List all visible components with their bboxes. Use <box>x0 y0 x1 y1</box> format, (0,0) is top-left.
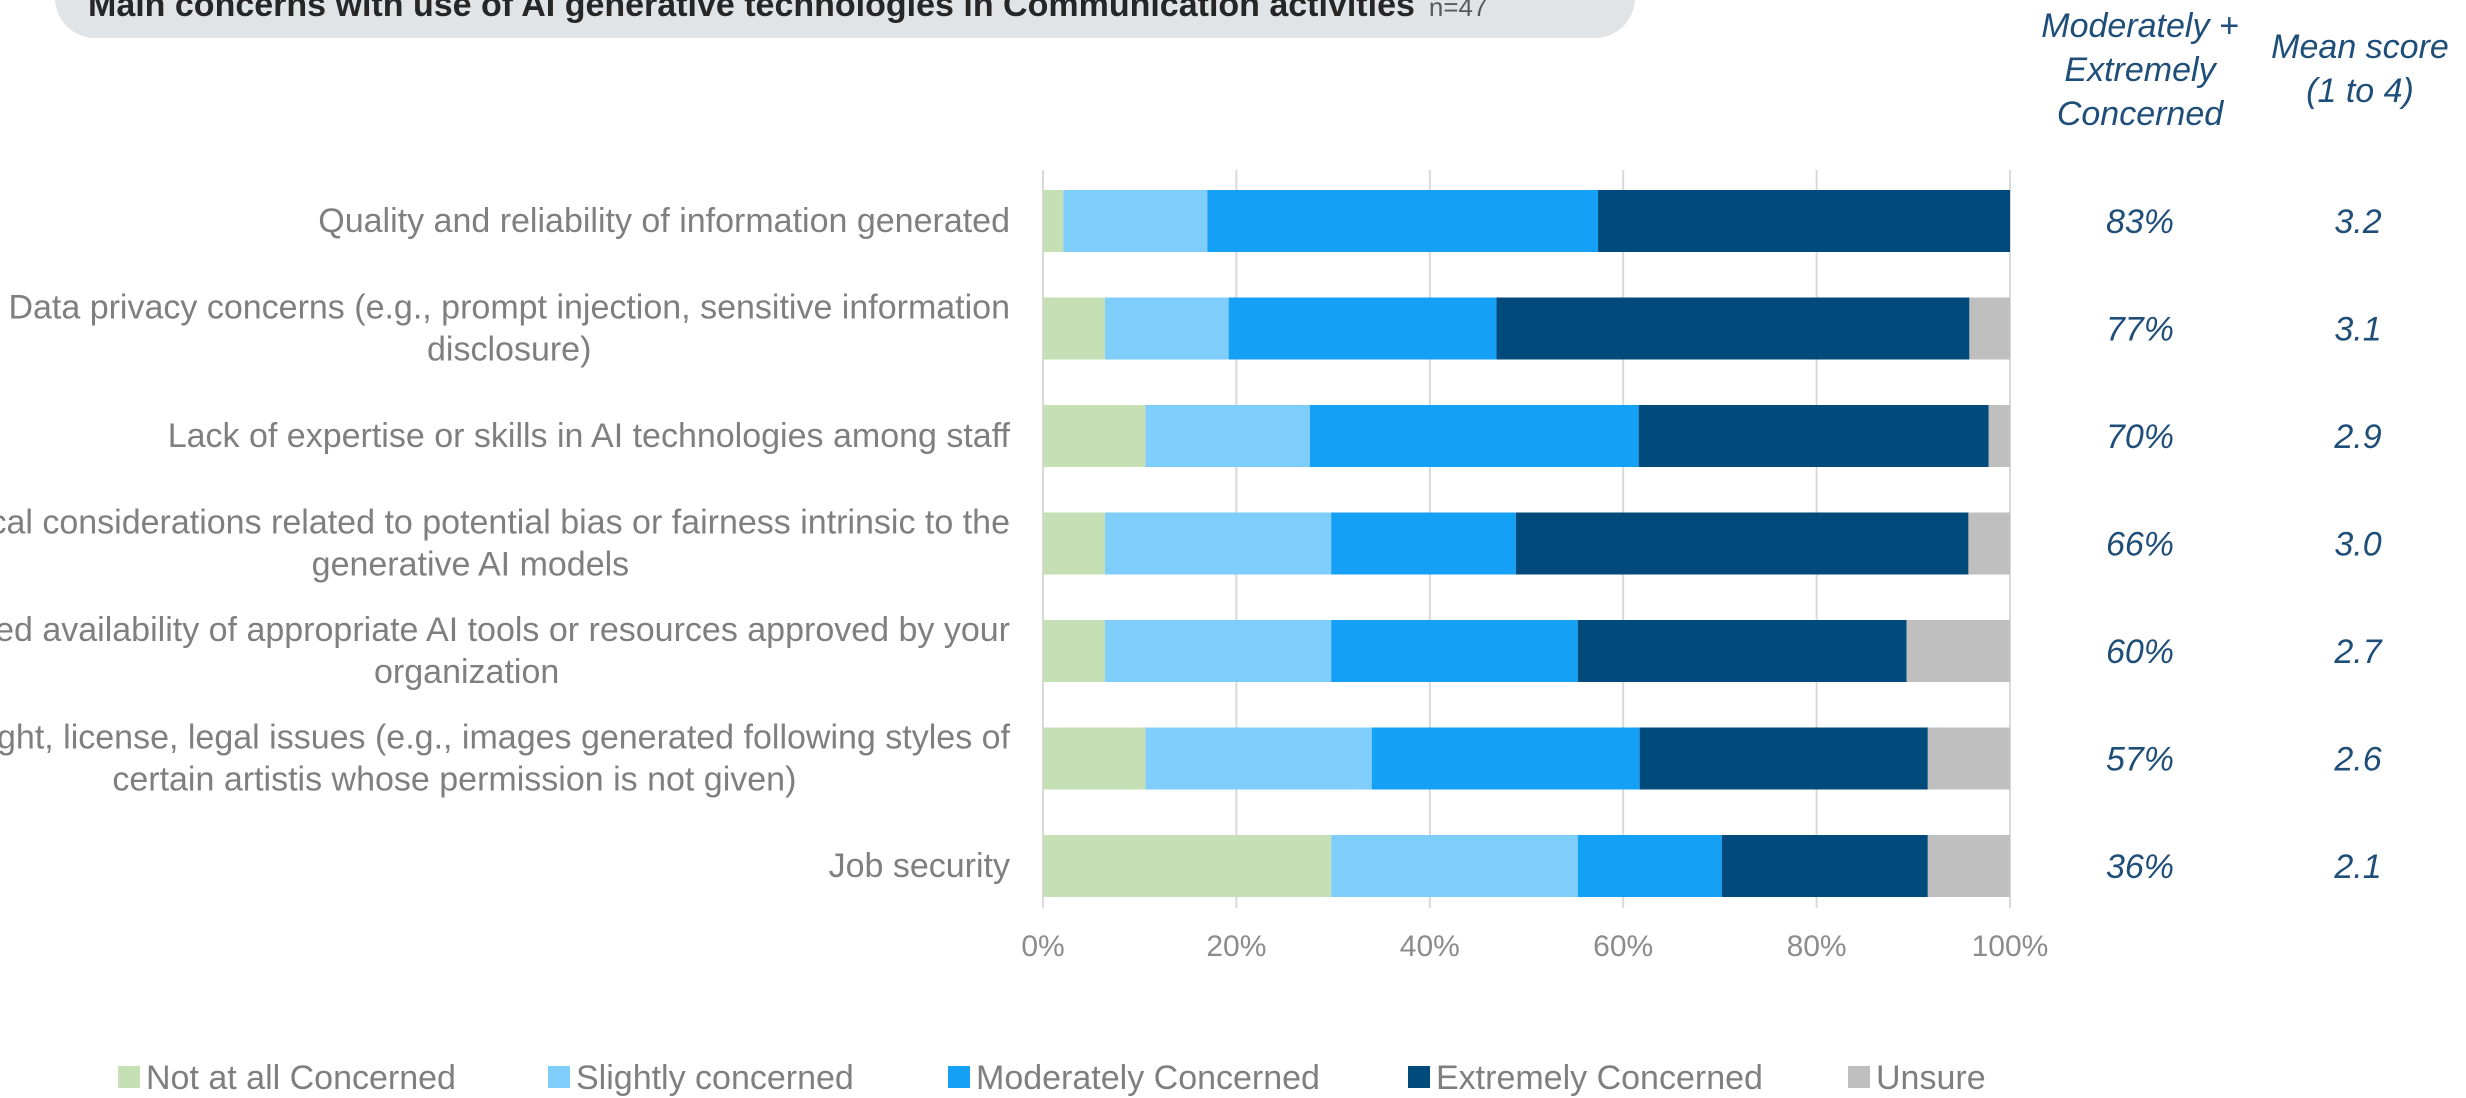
concerned-percent: 70% <box>2106 418 2174 456</box>
concerned-percent: 36% <box>2106 848 2174 886</box>
legend-label: Moderately Concerned <box>976 1059 1320 1097</box>
legend-label: Extremely Concerned <box>1436 1059 1763 1097</box>
chart-title-text: Main concerns with use of AI generative … <box>88 0 1415 24</box>
category-label: certain artistis whose permission is not… <box>112 761 796 799</box>
bar-segment-slightly-concerned <box>1104 297 1229 360</box>
mean-score: 3.0 <box>2334 526 2381 564</box>
bar-segment-moderately-concerned <box>1331 512 1516 575</box>
category-label: Limited availability of appropriate AI t… <box>0 611 1010 649</box>
bar-segment-slightly-concerned <box>1145 405 1310 467</box>
bar-segment-unsure <box>1968 512 2010 575</box>
bar-segment-moderately-concerned <box>1207 190 1599 252</box>
legend-swatch <box>948 1066 970 1089</box>
category-label: Data privacy concerns (e.g., prompt inje… <box>8 289 1010 327</box>
bar-segment-not-at-all-concerned <box>1043 835 1332 897</box>
column-header-mean-line: Mean score <box>2271 28 2449 66</box>
bar-segment-slightly-concerned <box>1145 727 1372 790</box>
bar-segment-extremely-concerned <box>1496 297 1970 360</box>
bar-segment-unsure <box>1927 835 2010 897</box>
bar-segment-extremely-concerned <box>1515 512 1969 575</box>
bar-segment-extremely-concerned <box>1721 835 1928 897</box>
legend-swatch <box>118 1066 140 1089</box>
legend-label: Unsure <box>1876 1059 1986 1097</box>
bar-segment-unsure <box>1906 620 2010 682</box>
title-bar <box>55 0 1635 38</box>
category-label: Quality and reliability of information g… <box>318 202 1010 240</box>
bar-segment-moderately-concerned <box>1228 297 1497 360</box>
bar-segment-extremely-concerned <box>1577 620 1907 682</box>
concerned-percent: 77% <box>2106 311 2174 349</box>
category-label: disclosure) <box>427 331 591 369</box>
column-header-mean: Mean score (1 to 4) <box>2250 25 2466 113</box>
bar-segment-extremely-concerned <box>1638 405 1989 467</box>
x-tick-label: 0% <box>1021 930 1064 963</box>
bar-segment-not-at-all-concerned <box>1043 297 1105 360</box>
bar-segment-moderately-concerned <box>1577 835 1722 897</box>
legend-item: Extremely Concerned <box>1408 1058 1763 1098</box>
bar-segment-moderately-concerned <box>1309 405 1639 467</box>
category-label: Job security <box>829 847 1010 885</box>
legend-item: Not at all Concerned <box>118 1058 456 1098</box>
bar-segment-unsure <box>1927 727 2010 790</box>
mean-score: 2.6 <box>2333 741 2381 779</box>
category-label: organization <box>374 653 559 691</box>
column-header-concerned-line: Concerned <box>2056 95 2224 133</box>
bar-segment-unsure <box>1988 405 2010 467</box>
legend-item: Moderately Concerned <box>948 1058 1320 1098</box>
category-label: Lack of expertise or skills in AI techno… <box>168 417 1011 455</box>
bar-segment-slightly-concerned <box>1063 190 1208 252</box>
bar-segment-not-at-all-concerned <box>1043 405 1146 467</box>
bar-segment-not-at-all-concerned <box>1043 620 1105 682</box>
x-tick-label: 80% <box>1787 930 1847 963</box>
mean-score: 2.9 <box>2333 418 2381 456</box>
sample-size-note: n=47 <box>1428 0 1488 22</box>
bar-segment-extremely-concerned <box>1598 190 2010 252</box>
bar-segment-moderately-concerned <box>1331 620 1578 682</box>
x-tick-label: 40% <box>1400 930 1460 963</box>
legend-swatch <box>1848 1066 1870 1089</box>
legend-label: Slightly concerned <box>576 1059 854 1097</box>
bar-segment-moderately-concerned <box>1371 727 1640 790</box>
bar-segment-slightly-concerned <box>1331 835 1578 897</box>
column-header-mean-line: (1 to 4) <box>2306 72 2414 110</box>
bar-segment-not-at-all-concerned <box>1043 512 1105 575</box>
category-label: generative AI models <box>312 546 630 584</box>
bar-segment-extremely-concerned <box>1639 727 1928 790</box>
x-tick-label: 20% <box>1206 930 1266 963</box>
mean-score: 3.1 <box>2334 311 2381 349</box>
column-header-concerned: Moderately + Extremely Concerned <box>2010 4 2270 136</box>
column-header-concerned-line: Extremely <box>2064 51 2216 89</box>
bar-segment-not-at-all-concerned <box>1043 190 1064 252</box>
concerned-percent: 83% <box>2106 203 2174 241</box>
legend-item: Slightly concerned <box>548 1058 854 1098</box>
legend-swatch <box>548 1066 570 1089</box>
legend-label: Not at all Concerned <box>146 1059 456 1097</box>
category-label: Copyright, license, legal issues (e.g., … <box>0 719 1011 757</box>
x-tick-label: 60% <box>1593 930 1653 963</box>
stacked-bar-chart: 0% 20% 40% 60% 80% 100% Quality and reliabilit… <box>0 170 2383 963</box>
concerned-percent: 60% <box>2106 633 2174 671</box>
mean-score: 3.2 <box>2334 203 2381 241</box>
mean-score: 2.1 <box>2333 848 2381 886</box>
mean-score: 2.7 <box>2333 633 2382 671</box>
chart-title: Main concerns with use of AI generative … <box>88 0 1487 25</box>
x-tick-label: 100% <box>1972 930 2049 963</box>
legend-swatch <box>1408 1066 1430 1089</box>
column-header-concerned-line: Moderately + <box>2041 7 2239 45</box>
bar-segment-slightly-concerned <box>1104 512 1332 575</box>
concerned-percent: 66% <box>2106 526 2174 564</box>
legend-item: Unsure <box>1848 1058 1986 1098</box>
concerned-percent: 57% <box>2106 741 2174 779</box>
bar-segment-unsure <box>1969 297 2010 360</box>
bar-segment-slightly-concerned <box>1104 620 1332 682</box>
category-label: Ethical considerations related to potent… <box>0 504 1010 542</box>
bar-segment-not-at-all-concerned <box>1043 727 1146 790</box>
